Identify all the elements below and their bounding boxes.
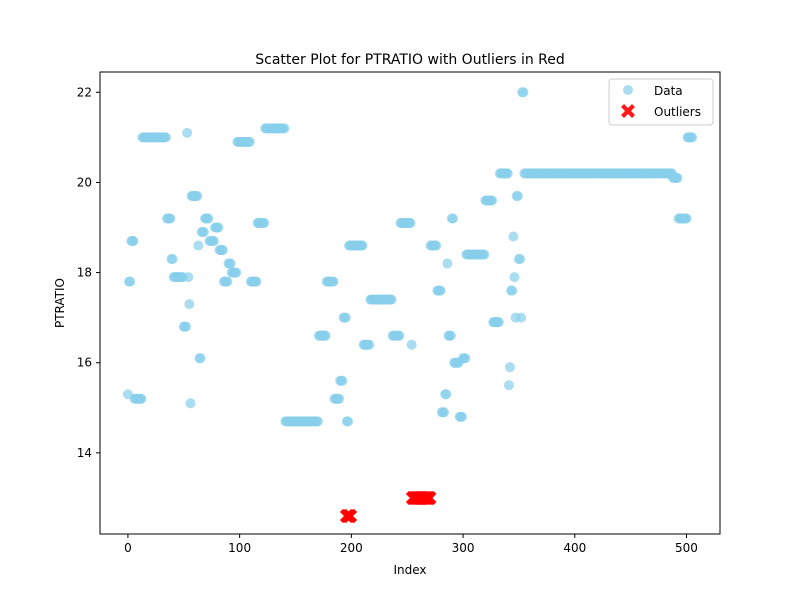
legend: Data Outliers: [608, 78, 714, 126]
axes-layer: 0 100 200 300 400 500 14 16 18 20 22: [77, 85, 698, 555]
data-point: [516, 312, 527, 323]
data-point: [244, 136, 255, 147]
data-point: [518, 87, 529, 98]
outlier-point: [343, 508, 358, 523]
data-point: [487, 195, 498, 206]
data-point: [504, 362, 515, 373]
data-point: [681, 213, 692, 224]
data-point: [222, 276, 233, 287]
data-point: [192, 190, 203, 201]
data-point: [231, 267, 242, 278]
data-point: [364, 339, 375, 350]
data-point: [509, 272, 520, 283]
x-tick-label: 0: [124, 541, 132, 555]
data-point: [203, 213, 214, 224]
data-point: [181, 321, 192, 332]
legend-label-outliers: Outliers: [654, 105, 701, 119]
data-point: [183, 272, 194, 283]
x-tick-label: 100: [228, 541, 251, 555]
data-point: [259, 218, 270, 228]
data-point: [217, 245, 228, 256]
data-point: [125, 276, 136, 287]
data-point: [136, 393, 147, 404]
y-tick-label: 22: [77, 85, 92, 99]
data-point: [672, 172, 683, 183]
data-point: [340, 312, 351, 323]
data-point: [508, 231, 519, 242]
data-point: [456, 411, 467, 422]
data-point: [502, 168, 513, 179]
legend-box: [608, 78, 714, 126]
data-point: [687, 132, 698, 143]
points-layer: [122, 87, 698, 523]
data-point: [198, 227, 209, 238]
data-point: [213, 222, 224, 233]
chart-title: Scatter Plot for PTRATIO with Outliers i…: [255, 52, 565, 68]
x-tick-label: 400: [563, 541, 586, 555]
legend-marker-data: [623, 85, 633, 95]
outlier-point: [422, 490, 437, 505]
data-point: [431, 240, 442, 251]
y-tick-label: 20: [77, 175, 92, 189]
data-point: [334, 393, 345, 404]
data-point: [320, 330, 331, 341]
plot-area: [100, 72, 720, 534]
data-point: [128, 236, 139, 247]
y-tick-label: 14: [77, 446, 92, 460]
x-tick-label: 300: [452, 541, 475, 555]
legend-marker-outliers: [621, 104, 635, 118]
data-point: [435, 285, 446, 296]
data-point: [439, 407, 450, 418]
data-point: [445, 330, 456, 341]
data-point: [343, 416, 353, 427]
plot-frame: [99, 71, 721, 535]
data-point: [185, 398, 196, 409]
data-point: [386, 294, 397, 305]
data-point: [357, 240, 368, 251]
data-point: [208, 236, 219, 247]
data-point: [337, 375, 348, 386]
data-point: [460, 353, 471, 364]
y-tick-label: 16: [77, 356, 92, 370]
data-point: [512, 190, 523, 201]
data-point: [182, 127, 193, 138]
data-point: [193, 240, 204, 251]
data-point: [160, 132, 171, 143]
data-point: [225, 258, 236, 269]
data-point: [167, 254, 178, 265]
data-point: [279, 123, 290, 134]
data-point: [515, 254, 526, 265]
legend-label-data: Data: [654, 84, 683, 98]
data-point: [312, 416, 323, 427]
x-tick-label: 500: [675, 541, 698, 555]
data-point: [328, 276, 339, 287]
data-point: [507, 285, 518, 296]
y-tick-label: 18: [77, 266, 92, 280]
data-point: [448, 213, 459, 224]
y-axis-label: PTRATIO: [53, 278, 67, 328]
data-point: [195, 353, 206, 364]
data-point: [406, 339, 417, 350]
data-point: [441, 389, 452, 400]
data-point: [442, 258, 453, 269]
data-point: [184, 299, 195, 310]
data-point: [493, 317, 504, 328]
data-point: [503, 380, 514, 391]
x-tick-label: 200: [340, 541, 363, 555]
data-point: [405, 218, 416, 228]
data-point: [165, 213, 176, 224]
data-point: [251, 276, 262, 287]
x-axis-label: Index: [393, 563, 426, 577]
data-point: [479, 249, 490, 260]
data-point: [394, 330, 405, 341]
